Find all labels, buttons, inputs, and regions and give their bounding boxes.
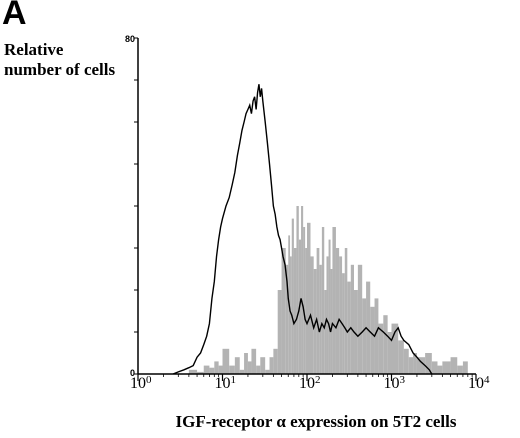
histogram-bar	[203, 365, 210, 374]
histogram-bar	[370, 306, 375, 374]
histogram-bar	[239, 369, 245, 374]
histogram-bar	[354, 290, 358, 374]
histogram-bar	[321, 227, 325, 374]
histogram-bar	[247, 361, 252, 374]
histogram-bar	[277, 290, 282, 374]
histogram-bar	[222, 348, 230, 374]
x-axis-label: IGF-receptor α expression on 5T2 cells	[175, 412, 457, 431]
histogram-bar	[301, 206, 304, 374]
histogram-bar	[269, 357, 274, 374]
histogram-bar	[383, 315, 388, 374]
histogram-bar	[416, 357, 426, 374]
x-tick-exponent: 0	[146, 374, 152, 386]
panel-label: A	[2, 0, 27, 32]
x-tick-label: 10	[215, 375, 231, 392]
histogram-bar	[431, 361, 438, 374]
histogram-bar	[229, 365, 235, 374]
histogram-bar	[197, 371, 204, 374]
histogram-bar	[305, 248, 307, 374]
histogram-bar	[347, 281, 351, 374]
histogram-bar	[332, 227, 336, 374]
histogram-bar	[374, 298, 379, 374]
histogram-bar	[310, 256, 314, 374]
histogram-bar	[290, 256, 292, 374]
histogram-bar	[350, 264, 354, 374]
histogram-bar	[403, 348, 409, 374]
y-tick-label: 80	[125, 34, 135, 44]
histogram-bar	[293, 248, 297, 374]
histogram-bar	[234, 357, 240, 374]
histogram-bar	[303, 227, 306, 374]
histogram-bar	[408, 357, 414, 374]
histogram-bar	[342, 273, 345, 374]
histogram-bar	[273, 348, 278, 374]
histogram-bar	[457, 365, 463, 374]
histogram-bar	[437, 365, 443, 374]
histogram-bar	[244, 353, 248, 374]
histogram-bar	[326, 256, 329, 374]
histogram-bar	[296, 206, 299, 374]
histogram-bar	[462, 361, 468, 374]
x-tick-label: 10	[468, 375, 484, 392]
histogram-bar	[339, 256, 343, 374]
histogram-bar	[281, 248, 286, 374]
histogram-bar	[378, 323, 384, 374]
histogram-bar	[316, 248, 320, 374]
x-tick-exponent: 2	[315, 374, 321, 386]
histogram-bar	[328, 239, 331, 374]
histogram-bar	[307, 222, 311, 374]
histogram-bar	[214, 361, 219, 374]
line-histogram	[172, 84, 433, 375]
histogram-bar	[357, 264, 363, 374]
histogram-bar	[387, 332, 392, 374]
histogram-bar	[330, 269, 333, 374]
x-tick-label: 10	[384, 375, 400, 392]
histogram-bar	[291, 218, 294, 374]
y-tick-label: 0	[130, 368, 135, 378]
histogram-bar	[335, 248, 340, 374]
histogram-line	[172, 84, 433, 375]
histogram-bar	[344, 248, 348, 374]
histogram-bar	[425, 353, 432, 374]
filled-histogram	[188, 206, 468, 374]
x-tick-exponent: 1	[231, 374, 237, 386]
histogram-bar	[256, 365, 261, 374]
histogram-bar	[319, 264, 322, 374]
histogram-bar	[413, 353, 417, 374]
histogram-bar	[362, 298, 367, 374]
histogram-bar	[391, 323, 399, 374]
histogram-bar	[209, 367, 215, 374]
histogram-bar	[265, 369, 270, 374]
y-axis-label: Relative number of cells	[4, 40, 116, 79]
histogram-bar	[218, 365, 223, 374]
histogram-bar	[324, 290, 327, 374]
x-tick-label: 10	[130, 375, 146, 392]
histogram-bar	[251, 348, 257, 374]
x-tick-exponent: 3	[400, 374, 406, 386]
histogram-bar	[450, 357, 458, 374]
histogram-bar	[260, 357, 266, 374]
histogram-bar	[285, 264, 289, 374]
histogram-bar	[188, 369, 198, 374]
histogram-bar	[442, 361, 451, 374]
histogram-bar	[398, 340, 404, 374]
x-tick-label: 10	[299, 375, 315, 392]
histogram-bar	[366, 281, 371, 374]
x-tick-exponent: 4	[484, 374, 490, 386]
